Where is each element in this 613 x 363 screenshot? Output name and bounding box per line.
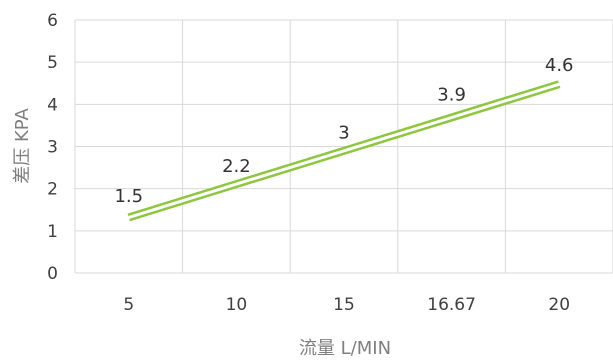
- data-label: 3: [338, 123, 349, 144]
- x-tick-label: 5: [123, 295, 134, 315]
- y-tick-label: 5: [47, 53, 58, 73]
- x-tick-label: 16.67: [427, 295, 476, 315]
- series-line-inner: [128, 82, 560, 219]
- data-label: 4.6: [545, 55, 574, 76]
- data-label: 3.9: [437, 85, 466, 106]
- x-tick-label: 10: [226, 295, 248, 315]
- data-label: 1.5: [114, 186, 143, 207]
- gridlines: [74, 19, 613, 274]
- y-tick-label: 0: [47, 264, 58, 284]
- y-tick-label: 2: [47, 180, 58, 200]
- x-tick-label: 15: [333, 295, 355, 315]
- x-tick-label: 20: [548, 295, 570, 315]
- y-axis-title: 差压 KPA: [12, 108, 33, 184]
- data-labels: 1.5 2.2 3 3.9 4.6: [114, 55, 573, 207]
- data-label: 2.2: [222, 156, 251, 177]
- x-axis-ticks: 5 10 15 16.67 20: [123, 295, 570, 315]
- y-tick-label: 3: [47, 138, 58, 158]
- y-tick-label: 1: [47, 222, 58, 242]
- y-axis-ticks: 0 1 2 3 4 5 6: [47, 11, 58, 284]
- y-tick-label: 6: [47, 11, 58, 31]
- y-tick-label: 4: [47, 95, 58, 115]
- series-group: [127, 80, 561, 222]
- x-axis-title: 流量 L/MIN: [299, 338, 391, 359]
